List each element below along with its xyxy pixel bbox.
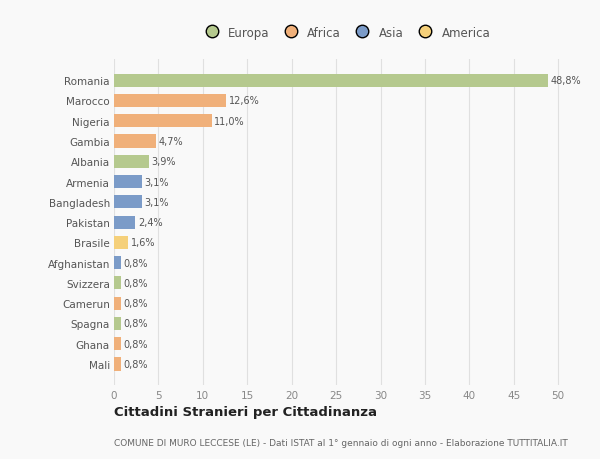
Bar (114, 317, 121, 330)
Text: 0,8%: 0,8% (124, 298, 148, 308)
Text: 12,6%: 12,6% (229, 96, 259, 106)
Bar (114, 277, 121, 290)
Bar (114, 216, 136, 229)
Text: 0,8%: 0,8% (124, 359, 148, 369)
Bar (114, 156, 149, 168)
Text: 2,4%: 2,4% (138, 218, 163, 228)
Bar (114, 135, 156, 148)
Text: 3,9%: 3,9% (151, 157, 176, 167)
Text: 1,6%: 1,6% (131, 238, 155, 248)
Bar (114, 257, 121, 269)
Text: 0,8%: 0,8% (124, 319, 148, 329)
Bar (114, 74, 548, 88)
Bar (114, 337, 121, 351)
Text: 11,0%: 11,0% (214, 117, 245, 127)
Bar (114, 236, 128, 249)
Bar (114, 358, 121, 371)
Legend: Europa, Africa, Asia, America: Europa, Africa, Asia, America (200, 27, 490, 39)
Text: 48,8%: 48,8% (550, 76, 581, 86)
Bar (114, 297, 121, 310)
Text: COMUNE DI MURO LECCESE (LE) - Dati ISTAT al 1° gennaio di ogni anno - Elaborazio: COMUNE DI MURO LECCESE (LE) - Dati ISTAT… (114, 438, 568, 447)
Bar (114, 196, 142, 209)
Text: 3,1%: 3,1% (144, 177, 169, 187)
Bar (114, 176, 142, 189)
Text: 3,1%: 3,1% (144, 197, 169, 207)
Bar (114, 95, 226, 108)
Text: 4,7%: 4,7% (158, 137, 183, 147)
Text: Cittadini Stranieri per Cittadinanza: Cittadini Stranieri per Cittadinanza (114, 405, 377, 419)
Bar (114, 115, 212, 128)
Text: 0,8%: 0,8% (124, 258, 148, 268)
Text: 0,8%: 0,8% (124, 278, 148, 288)
Text: 0,8%: 0,8% (124, 339, 148, 349)
